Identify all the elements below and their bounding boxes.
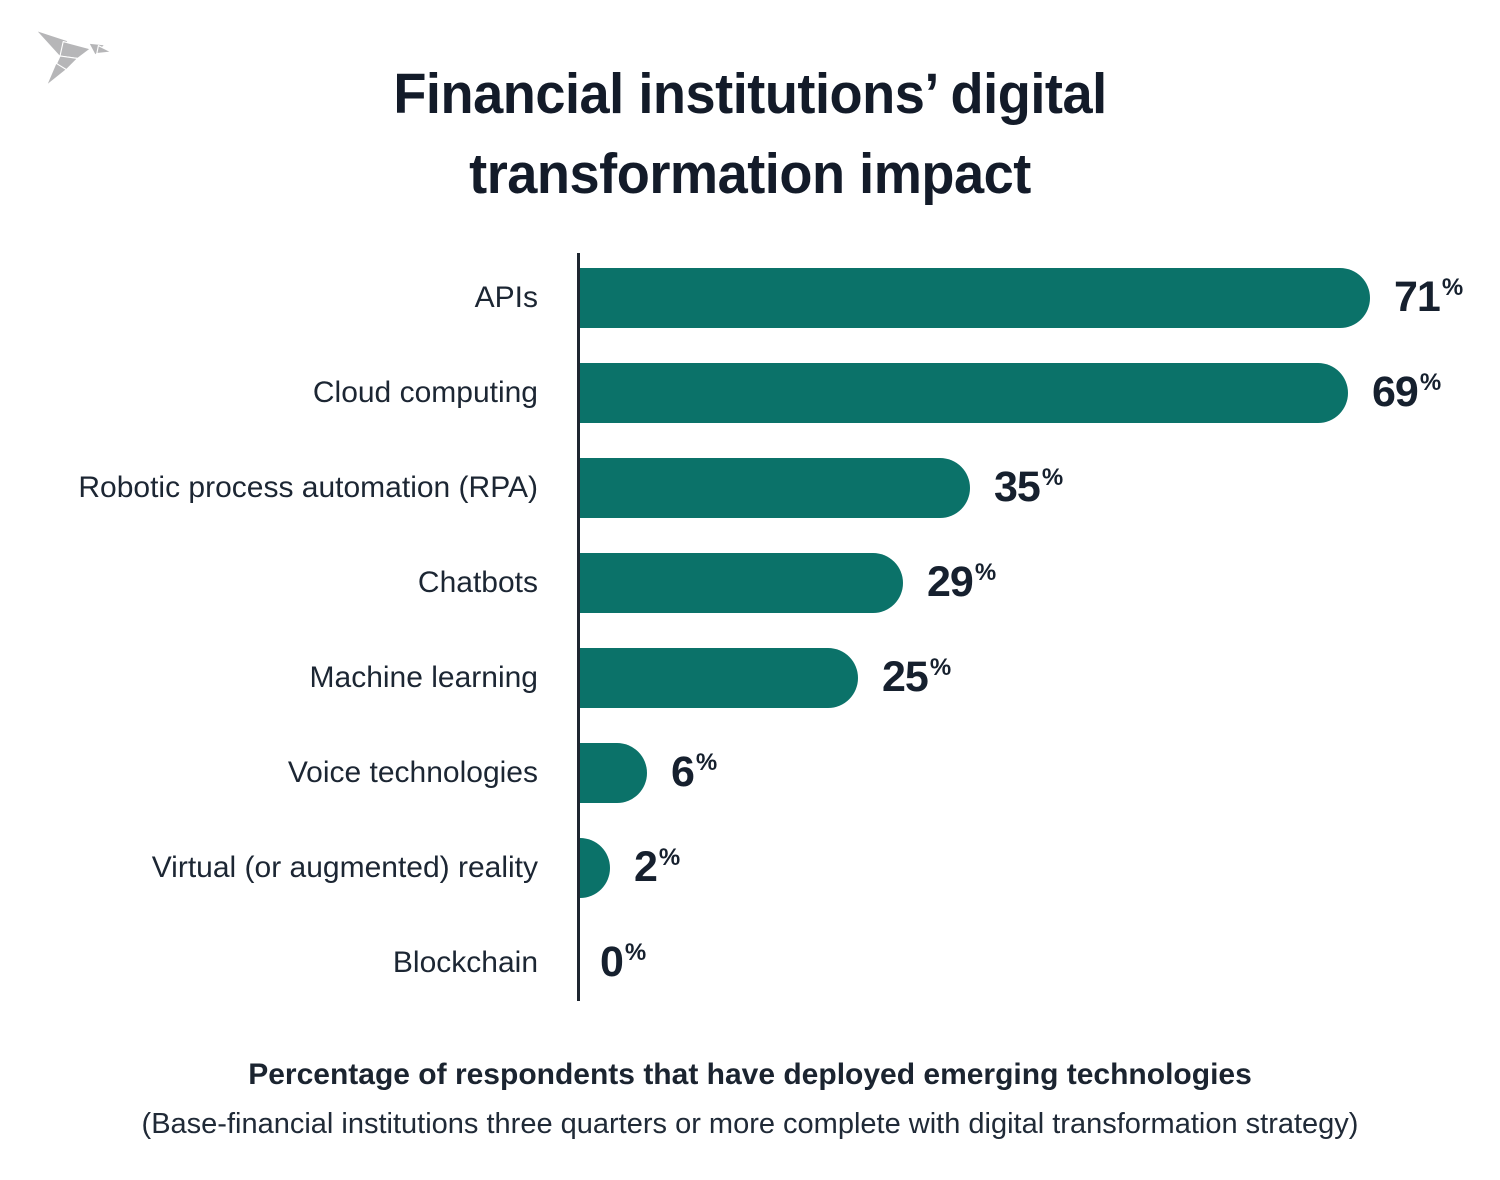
percent-sign: % bbox=[1419, 369, 1442, 396]
value-label: 0% bbox=[600, 938, 646, 987]
chart-row: Voice technologies 6% bbox=[0, 725, 1500, 820]
value-label: 25% bbox=[882, 653, 951, 702]
bar-track: 0% bbox=[580, 938, 646, 987]
chart-base-note: (Base-financial institutions three quart… bbox=[141, 1108, 1359, 1140]
value-number: 29 bbox=[927, 558, 974, 606]
chart-row: APIs 71% bbox=[0, 250, 1500, 345]
bar-track: 69% bbox=[580, 362, 1441, 423]
chart-subtitle: Percentage of respondents that have depl… bbox=[248, 1058, 1252, 1091]
category-label: APIs bbox=[474, 280, 538, 314]
bar-track: 29% bbox=[580, 552, 996, 613]
chart-title-line2: transformation impact bbox=[469, 142, 1031, 206]
bar-track: 6% bbox=[580, 742, 717, 803]
value-label: 2% bbox=[634, 843, 680, 892]
category-label: Machine learning bbox=[309, 660, 538, 694]
value-number: 25 bbox=[882, 653, 929, 701]
bar-chart: APIs 71% Cloud computing 69% Robotic process… bbox=[0, 250, 1500, 1010]
value-label: 6% bbox=[671, 748, 717, 797]
percent-sign: % bbox=[624, 939, 647, 966]
value-label: 35% bbox=[994, 463, 1063, 512]
chart-row: Machine learning 25% bbox=[0, 630, 1500, 725]
value-label: 29% bbox=[927, 558, 996, 607]
percent-sign: % bbox=[1441, 274, 1464, 301]
value-number: 2 bbox=[634, 843, 658, 891]
value-number: 6 bbox=[671, 748, 695, 796]
percent-sign: % bbox=[974, 559, 997, 586]
percent-sign: % bbox=[929, 654, 952, 681]
chart-title: Financial institutions’ digital transfor… bbox=[38, 54, 1463, 214]
value-number: 0 bbox=[600, 938, 624, 986]
bar-track: 35% bbox=[580, 457, 1063, 518]
category-label: Robotic process automation (RPA) bbox=[78, 470, 538, 504]
percent-sign: % bbox=[658, 844, 681, 871]
category-label: Chatbots bbox=[417, 565, 538, 599]
chart-title-line1: Financial institutions’ digital bbox=[393, 62, 1107, 126]
chart-row: Blockchain 0% bbox=[0, 915, 1500, 1010]
bar-track: 25% bbox=[580, 647, 951, 708]
value-number: 71 bbox=[1394, 273, 1441, 321]
category-label: Virtual (or augmented) reality bbox=[151, 850, 538, 884]
origami-bird-icon bbox=[28, 22, 116, 98]
chart-row: Cloud computing 69% bbox=[0, 345, 1500, 440]
chart-row: Chatbots 29% bbox=[0, 535, 1500, 630]
y-axis-line bbox=[577, 253, 580, 1001]
chart-row: Virtual (or augmented) reality 2% bbox=[0, 820, 1500, 915]
bar bbox=[580, 837, 610, 898]
value-label: 69% bbox=[1372, 368, 1441, 417]
value-number: 35 bbox=[994, 463, 1041, 511]
category-label: Blockchain bbox=[392, 945, 538, 979]
category-label: Voice technologies bbox=[287, 755, 538, 789]
value-label: 71% bbox=[1394, 273, 1463, 322]
chart-row: Robotic process automation (RPA) 35% bbox=[0, 440, 1500, 535]
bar bbox=[580, 742, 647, 803]
value-number: 69 bbox=[1372, 368, 1419, 416]
bar bbox=[580, 457, 970, 518]
percent-sign: % bbox=[1041, 464, 1064, 491]
bar bbox=[580, 362, 1348, 423]
bar bbox=[580, 647, 858, 708]
category-label: Cloud computing bbox=[312, 375, 538, 409]
bar bbox=[580, 552, 903, 613]
bar-track: 71% bbox=[580, 267, 1463, 328]
chart-footer: Percentage of respondents that have depl… bbox=[0, 1058, 1500, 1141]
bar-track: 2% bbox=[580, 837, 680, 898]
bar bbox=[580, 267, 1370, 328]
percent-sign: % bbox=[695, 749, 718, 776]
